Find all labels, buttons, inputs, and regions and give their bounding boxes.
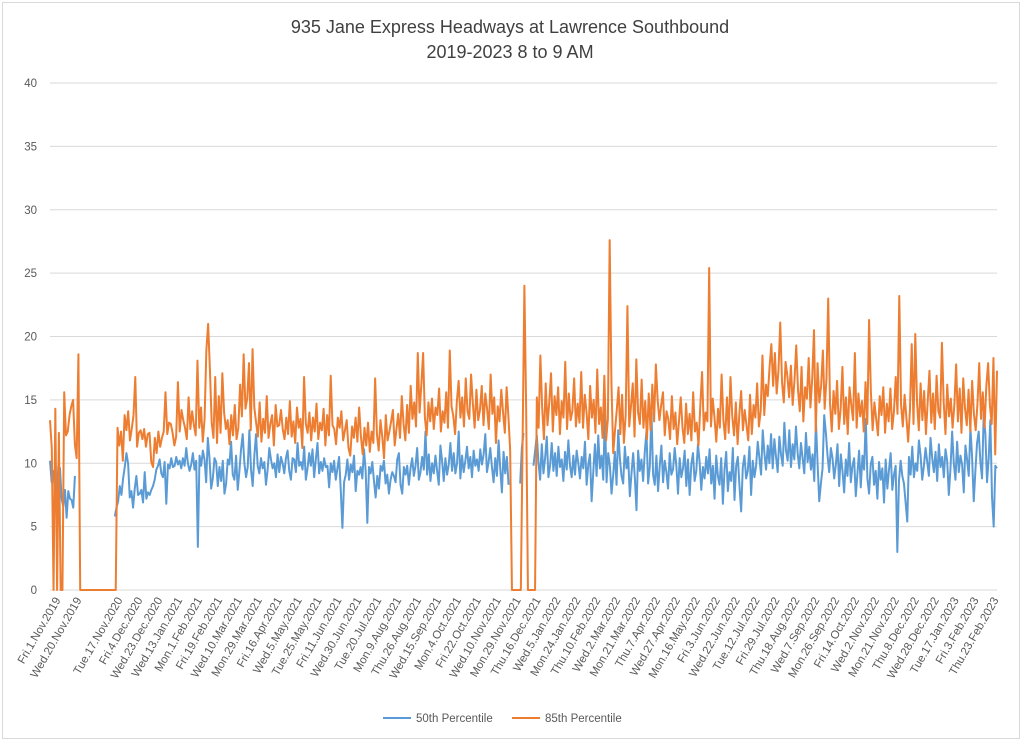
- chart-title: 935 Jane Express Headways at Lawrence So…: [291, 17, 729, 37]
- y-axis-tick-labels: 0 5 10 15 20 25 30 35 40: [24, 78, 37, 597]
- y-tick-label: 25: [24, 268, 37, 280]
- y-tick-label: 20: [24, 332, 37, 344]
- y-tick-label: 5: [31, 522, 37, 534]
- series-line-85th-percentile: [49, 239, 998, 591]
- x-axis-tick-labels: Fri.1.Nov.2019Wed.20.Nov.2019Tue.17.Nov.…: [16, 596, 1002, 682]
- y-tick-label: 10: [24, 458, 37, 470]
- chart-subtitle: 2019-2023 8 to 9 AM: [426, 42, 593, 62]
- series-layer: [49, 239, 998, 591]
- legend-label-85th: 85th Percentile: [545, 713, 622, 725]
- legend-label-50th: 50th Percentile: [416, 713, 493, 725]
- y-tick-label: 15: [24, 395, 37, 407]
- y-tick-label: 40: [24, 78, 37, 90]
- legend: 50th Percentile 85th Percentile: [383, 713, 622, 725]
- y-tick-label: 35: [24, 141, 37, 153]
- y-tick-label: 0: [31, 585, 37, 597]
- y-gridlines: [50, 82, 997, 591]
- y-tick-label: 30: [24, 205, 37, 217]
